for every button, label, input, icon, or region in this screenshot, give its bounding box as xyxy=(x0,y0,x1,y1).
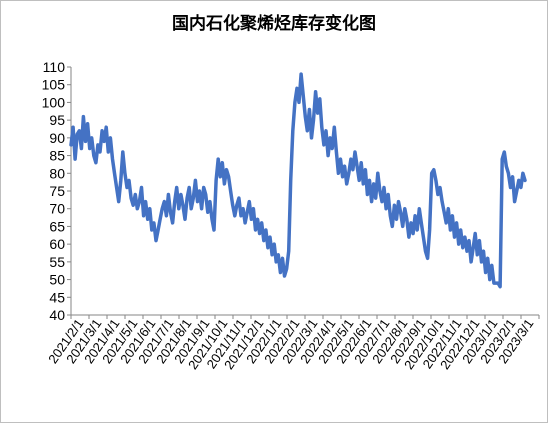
y-tick-label: 95 xyxy=(49,112,65,128)
series-line xyxy=(69,72,527,289)
y-tick-label: 85 xyxy=(49,148,65,164)
y-tick-label: 65 xyxy=(49,218,65,234)
y-tick-label: 110 xyxy=(43,59,66,75)
y-tick-label: 105 xyxy=(42,77,66,93)
y-tick-label: 40 xyxy=(49,307,65,323)
y-tick-label: 80 xyxy=(49,165,65,181)
x-axis-ticks: 2021/2/12021/3/12021/4/12021/5/12021/6/1… xyxy=(45,315,540,372)
y-tick-label: 75 xyxy=(49,183,65,199)
y-tick-label: 100 xyxy=(42,94,66,110)
y-tick-label: 70 xyxy=(49,201,65,217)
chart-title: 国内石化聚烯烃库存变化图 xyxy=(172,14,376,34)
y-tick-label: 55 xyxy=(49,254,65,270)
y-tick-label: 60 xyxy=(49,236,65,252)
series-group xyxy=(69,72,527,289)
y-tick-label: 45 xyxy=(49,289,65,305)
y-tick-label: 50 xyxy=(49,272,65,288)
y-tick-label: 90 xyxy=(49,130,65,146)
